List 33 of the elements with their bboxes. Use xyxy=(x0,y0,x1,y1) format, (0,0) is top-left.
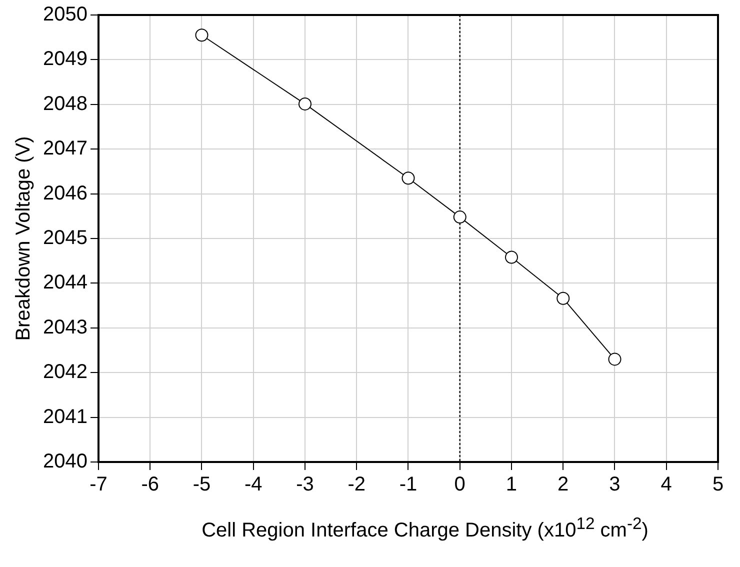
x-tick-label: -3 xyxy=(296,474,314,496)
y-tick-label: 2046 xyxy=(42,182,88,204)
y-tick-label: 2048 xyxy=(42,92,88,115)
x-tick-label: -5 xyxy=(192,474,211,496)
y-tick-label: 2043 xyxy=(42,316,88,338)
point xyxy=(195,28,208,42)
y-tick-label: 2045 xyxy=(42,227,88,250)
y-tick-label: 2050 xyxy=(42,4,88,26)
x-tick-label: 0 xyxy=(454,474,466,496)
x-tick-label: -2 xyxy=(348,474,366,496)
x-tick-label: -7 xyxy=(90,474,108,496)
point xyxy=(402,172,415,185)
y-tick-label: 2041 xyxy=(42,406,88,428)
x-tick-label: 5 xyxy=(712,474,724,496)
point xyxy=(298,97,312,110)
y-tick-label: 2040 xyxy=(42,450,88,473)
x-axis-title: Cell Region Interface Charge Density (x10$^{12}$ cm$^{-2}$) xyxy=(200,514,650,543)
y-tick-label: 2042 xyxy=(42,361,88,384)
x-tick-label: 4 xyxy=(660,474,672,496)
x-tick-label: -6 xyxy=(141,474,160,496)
point xyxy=(504,250,518,264)
x-tick-label: 1 xyxy=(506,474,518,496)
y-axis-title: Breakdown Voltage (V) xyxy=(12,136,35,341)
y-tick-label: 2047 xyxy=(42,138,88,160)
y-tick-label: 2049 xyxy=(42,48,88,70)
point xyxy=(556,292,570,305)
point xyxy=(453,210,466,224)
x-tick-label: -4 xyxy=(244,474,262,496)
x-tick-label: 2 xyxy=(558,474,569,496)
x-tick-label: 3 xyxy=(609,474,620,496)
y-tick-label: 2044 xyxy=(42,272,88,294)
point xyxy=(608,352,622,366)
x-tick-label: -1 xyxy=(399,474,418,496)
